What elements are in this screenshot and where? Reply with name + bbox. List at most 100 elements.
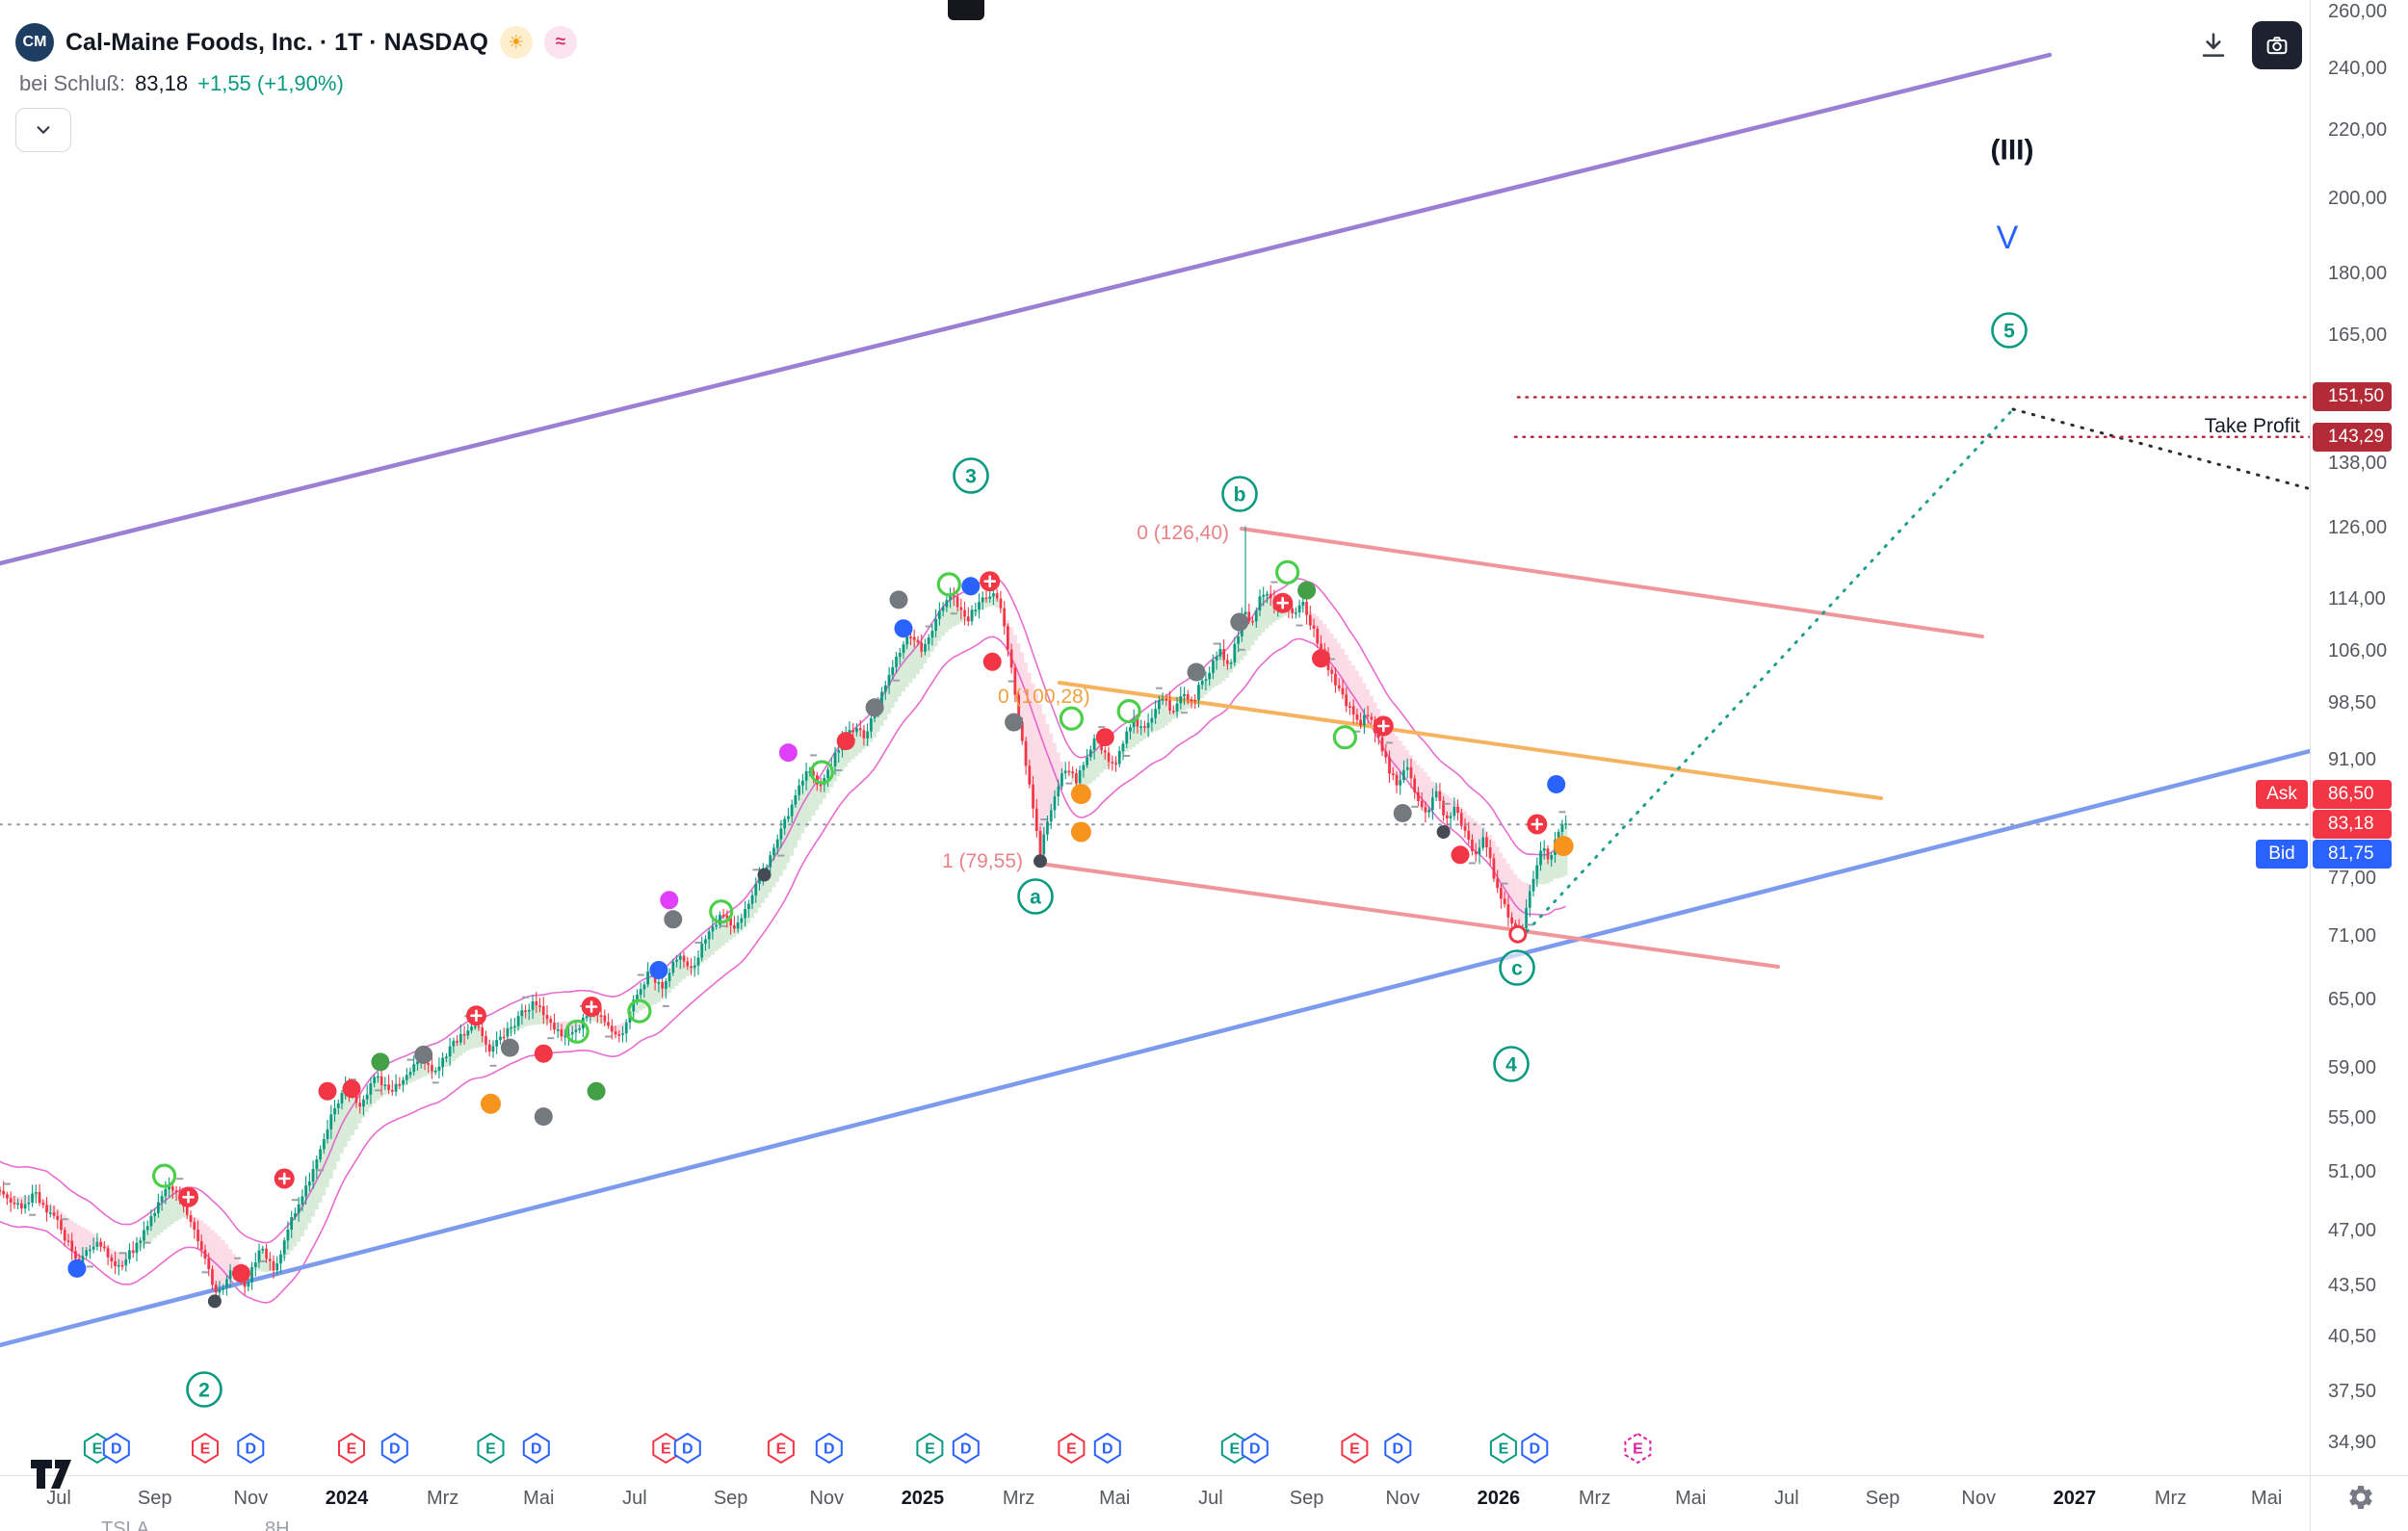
time-tick: Sep: [137, 1488, 172, 1509]
price-tick: 260,00: [2328, 0, 2388, 22]
wave-label: c: [1499, 949, 1535, 986]
ask-label-chip: Ask: [2256, 780, 2308, 810]
svg-text:D: D: [1249, 1441, 1261, 1458]
time-tick: Mai: [523, 1488, 555, 1509]
signal-markers: [67, 559, 1574, 1309]
price-tick: 40,50: [2328, 1325, 2377, 1347]
event-badge: D: [1241, 1432, 1269, 1465]
svg-text:E: E: [347, 1441, 357, 1458]
svg-text:E: E: [485, 1441, 496, 1458]
event-badge: D: [1521, 1432, 1549, 1465]
time-axis-separator: [0, 1475, 2408, 1476]
event-badge: D: [380, 1432, 408, 1465]
level-price-chip: 143,29: [2313, 422, 2392, 452]
svg-text:E: E: [1349, 1441, 1360, 1458]
top-center-artifact: [948, 0, 984, 20]
svg-text:D: D: [1530, 1441, 1541, 1458]
time-tick: Sep: [1865, 1488, 1900, 1509]
ticker-fragment: TSLA: [101, 1518, 150, 1531]
svg-text:D: D: [531, 1441, 542, 1458]
price-tick: 180,00: [2328, 262, 2388, 284]
svg-text:D: D: [246, 1441, 257, 1458]
download-icon: [2202, 33, 2225, 57]
wave-label: 5: [1991, 312, 2028, 349]
svg-text:D: D: [824, 1441, 835, 1458]
price-tick: 91,00: [2328, 748, 2377, 770]
price-summary-row: bei Schluß: 83,18 +1,55 (+1,90%): [19, 71, 344, 96]
wave-label: a: [1017, 878, 1054, 915]
symbol-logo[interactable]: CM: [15, 23, 54, 62]
svg-text:D: D: [682, 1441, 694, 1458]
svg-text:c: c: [1511, 958, 1523, 980]
time-tick: Jul: [46, 1488, 71, 1509]
svg-text:5: 5: [2003, 321, 2015, 343]
interval-fragment: 8H: [265, 1518, 290, 1531]
svg-text:E: E: [776, 1441, 787, 1458]
download-button[interactable]: [2188, 21, 2238, 69]
event-badge: E: [192, 1432, 219, 1465]
price-tick: 240,00: [2328, 58, 2388, 79]
svg-text:E: E: [200, 1441, 211, 1458]
event-badge: D: [673, 1432, 701, 1465]
svg-text:E: E: [661, 1441, 671, 1458]
svg-text:1 (79,55): 1 (79,55): [942, 850, 1023, 872]
price-axis[interactable]: 260,00 240,00 220,00 200,00 180,00 165,00 138,…: [2311, 0, 2408, 1475]
event-badge: E: [1058, 1432, 1086, 1465]
level-price-chip: 151,50: [2313, 382, 2392, 412]
time-tick: Mai: [2251, 1488, 2283, 1509]
price-tick: 114,00: [2328, 587, 2386, 610]
tradingview-logo[interactable]: [29, 1458, 73, 1495]
camera-icon: [2266, 37, 2288, 55]
event-badge: D: [1384, 1432, 1412, 1465]
price-axis-separator: [2310, 0, 2311, 1531]
screenshot-button[interactable]: [2252, 21, 2302, 69]
elliott-wave-labels[interactable]: 2 3 a b c 4 5 (III) V: [186, 135, 2034, 1408]
time-tick-year: 2026: [1477, 1488, 1521, 1509]
svg-text:b: b: [1234, 484, 1246, 506]
time-tick: Jul: [1198, 1488, 1223, 1509]
time-tick: Mai: [1099, 1488, 1131, 1509]
price-tick: 106,00: [2328, 639, 2388, 662]
trend-lines[interactable]: [0, 52, 2310, 1348]
time-tick: Mrz: [426, 1488, 459, 1509]
chart-text-labels: 0 (126,40) 1 (79,55) 0 (100,28) Take Profit: [942, 415, 2300, 872]
wave-label: 2: [186, 1371, 222, 1408]
next-symbol-fragment: TSLA 8H: [101, 1518, 290, 1531]
wave-label: 4: [1493, 1046, 1530, 1082]
ask-price-chip: 86,50: [2313, 780, 2392, 810]
wave-label: b: [1221, 476, 1258, 512]
svg-text:E: E: [925, 1441, 935, 1458]
trend-band-lines: [0, 576, 1567, 1304]
axis-settings-button[interactable]: [2346, 1483, 2375, 1517]
event-badge: E: [1624, 1432, 1652, 1465]
time-tick-year: 2025: [901, 1488, 945, 1509]
wave-degree-label: V: [1997, 220, 2019, 256]
price-tick: 220,00: [2328, 119, 2388, 142]
time-axis[interactable]: Jul Sep Nov 2024 Mrz Mai Jul Sep Nov 2025 Mrz Mai Ju…: [0, 1476, 2310, 1531]
time-tick: Sep: [1289, 1488, 1324, 1509]
svg-text:E: E: [1633, 1441, 1643, 1458]
price-tick: 98,50: [2328, 692, 2377, 714]
time-tick: Nov: [809, 1488, 845, 1509]
time-tick: Nov: [233, 1488, 269, 1509]
svg-text:D: D: [111, 1441, 122, 1458]
event-badge: E: [916, 1432, 944, 1465]
symbol-title[interactable]: Cal-Maine Foods, Inc. · 1T · NASDAQ: [65, 28, 488, 56]
approximation-icon[interactable]: ≈: [543, 26, 577, 59]
expand-details-button[interactable]: [15, 108, 71, 152]
price-tick: 71,00: [2328, 925, 2377, 947]
price-tick: 43,50: [2328, 1274, 2377, 1296]
price-tick: 51,00: [2328, 1161, 2377, 1183]
price-tick: 47,00: [2328, 1219, 2377, 1241]
delayed-data-icon[interactable]: ☀: [499, 26, 533, 59]
trend-band-fill: [1, 593, 1568, 1293]
last-price-chip: 83,18: [2313, 810, 2392, 840]
event-badge: D: [522, 1432, 550, 1465]
svg-text:3: 3: [965, 466, 977, 488]
price-tick: 65,00: [2328, 988, 2377, 1010]
event-badge: E: [477, 1432, 505, 1465]
event-badge: E: [767, 1432, 795, 1465]
svg-text:D: D: [960, 1441, 972, 1458]
